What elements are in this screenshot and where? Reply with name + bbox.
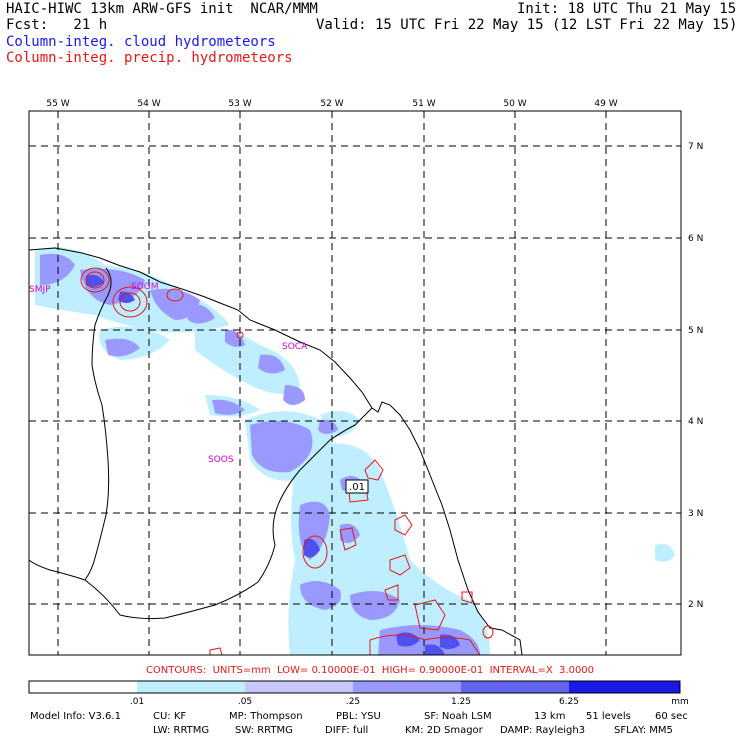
suriname-french-guiana-border xyxy=(29,267,112,581)
colorbar-unit: mm xyxy=(671,697,689,707)
time-step: 60 sec xyxy=(655,711,688,722)
contours-info: CONTOURS: UNITS=mm LOW= 0.10000E-01 HIGH… xyxy=(145,665,595,676)
cumulus-scheme: CU: KF xyxy=(153,711,187,722)
pbl-scheme: PBL: YSU xyxy=(336,711,381,722)
field-cloud-label: Column-integ. cloud hydrometeors xyxy=(6,34,276,50)
shortwave-scheme: SW: RRTMG xyxy=(235,725,293,736)
svg-text:.01: .01 xyxy=(349,482,365,493)
vertical-levels: 51 levels xyxy=(586,711,631,722)
svg-text:3 N: 3 N xyxy=(688,509,703,519)
valid-time: Valid: 15 UTC Fri 22 May 15 (12 LST Fri … xyxy=(316,17,738,33)
suriname-brazil-border xyxy=(84,579,259,620)
svg-text:54 W: 54 W xyxy=(137,99,160,109)
longwave-scheme: LW: RRTMG xyxy=(153,725,210,736)
colorbar-level-4: 1.25 xyxy=(451,697,471,707)
svg-text:53 W: 53 W xyxy=(228,99,251,109)
svg-text:5 N: 5 N xyxy=(688,326,703,336)
cloud-hydrometeor-shading xyxy=(35,247,675,655)
station-labels: SMJP SOGM SOCA SOOS xyxy=(29,282,308,465)
station-smjp: SMJP xyxy=(29,285,51,295)
french-guiana-brazil-border xyxy=(257,407,373,583)
svg-text:55 W: 55 W xyxy=(46,99,69,109)
svg-text:2 N: 2 N xyxy=(688,600,703,610)
colorbar-level-2: .05 xyxy=(238,697,252,707)
surface-layer-option: SFLAY: MM5 xyxy=(614,725,673,736)
lon-labels: 55 W 54 W 53 W 52 W 51 W 50 W 49 W xyxy=(46,99,617,109)
svg-text:50 W: 50 W xyxy=(503,99,526,109)
svg-text:49 W: 49 W xyxy=(594,99,617,109)
diffusion-option: DIFF: full xyxy=(325,725,369,736)
contour-label: .01 xyxy=(345,479,369,494)
field-precip-label: Column-integ. precip. hydrometeors xyxy=(6,50,293,66)
station-soca: SOCA xyxy=(282,342,308,352)
forecast-hour: Fcst: 21 h xyxy=(6,17,108,33)
plot-title: HAIC-HIWC 13km ARW-GFS init NCAR/MMM xyxy=(6,1,318,17)
km-option: KM: 2D Smagor xyxy=(405,725,483,736)
svg-text:7 N: 7 N xyxy=(688,142,703,152)
station-soos: SOOS xyxy=(208,455,234,465)
svg-text:4 N: 4 N xyxy=(688,417,703,427)
lat-lon-grid xyxy=(29,111,681,655)
station-sogm: SOGM xyxy=(131,282,159,292)
coastline xyxy=(29,247,523,655)
svg-text:52 W: 52 W xyxy=(320,99,343,109)
lat-labels: 7 N 6 N 5 N 4 N 3 N 2 N xyxy=(688,142,703,610)
surface-scheme: SF: Noah LSM xyxy=(424,711,492,722)
coastline-borders xyxy=(29,247,523,655)
init-time: Init: 18 UTC Thu 21 May 15 xyxy=(517,1,737,17)
colorbar-level-1: .01 xyxy=(130,697,144,707)
plot-frame xyxy=(28,110,682,656)
grid-spacing: 13 km xyxy=(534,711,566,722)
microphysics-scheme: MP: Thompson xyxy=(229,711,303,722)
damping-option: DAMP: Rayleigh3 xyxy=(500,725,586,736)
model-version: Model Info: V3.6.1 xyxy=(30,711,121,722)
svg-text:51 W: 51 W xyxy=(412,99,435,109)
colorbar: .01 .05 .25 1.25 6.25 mm xyxy=(28,680,689,707)
colorbar-level-5: 6.25 xyxy=(559,697,579,707)
svg-text:6 N: 6 N xyxy=(688,234,703,244)
colorbar-level-3: .25 xyxy=(346,697,360,707)
lon-ticks xyxy=(57,111,681,605)
